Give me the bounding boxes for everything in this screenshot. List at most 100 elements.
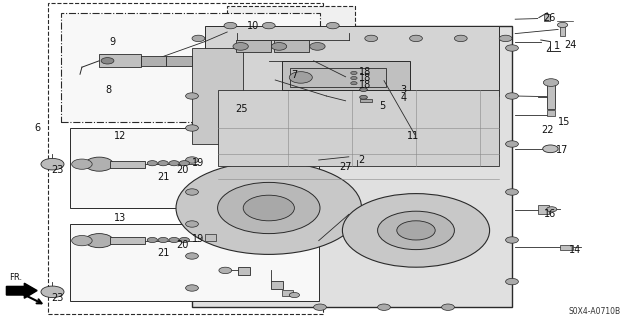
Circle shape bbox=[543, 145, 558, 153]
Bar bbox=[70, 224, 319, 301]
Circle shape bbox=[557, 22, 568, 28]
Bar bbox=[166, 56, 192, 66]
Bar bbox=[271, 281, 283, 289]
Text: 20: 20 bbox=[176, 240, 189, 251]
Circle shape bbox=[186, 125, 198, 131]
Bar bbox=[70, 128, 319, 208]
Text: 3: 3 bbox=[400, 85, 406, 95]
Circle shape bbox=[506, 189, 518, 195]
Circle shape bbox=[147, 237, 157, 243]
Circle shape bbox=[72, 159, 92, 169]
Circle shape bbox=[351, 71, 357, 75]
Bar bbox=[192, 26, 512, 307]
Circle shape bbox=[158, 161, 168, 166]
Circle shape bbox=[186, 253, 198, 259]
Text: 12: 12 bbox=[114, 131, 127, 141]
Bar bbox=[227, 6, 355, 70]
Bar bbox=[192, 48, 243, 144]
Bar bbox=[61, 13, 320, 122]
Circle shape bbox=[158, 237, 168, 243]
Polygon shape bbox=[6, 283, 37, 298]
Bar bbox=[560, 245, 573, 250]
Bar bbox=[544, 14, 550, 21]
Text: 19: 19 bbox=[192, 158, 205, 168]
Bar bbox=[560, 26, 565, 36]
Circle shape bbox=[351, 76, 357, 80]
Circle shape bbox=[271, 43, 287, 50]
Text: 20: 20 bbox=[176, 164, 189, 175]
Text: 16: 16 bbox=[544, 209, 557, 220]
Text: 23: 23 bbox=[51, 293, 64, 303]
Bar bbox=[236, 40, 271, 52]
Text: 18: 18 bbox=[358, 67, 371, 77]
Circle shape bbox=[506, 278, 518, 285]
Circle shape bbox=[314, 304, 326, 310]
Circle shape bbox=[360, 95, 367, 99]
Circle shape bbox=[397, 221, 435, 240]
Text: 22: 22 bbox=[541, 124, 554, 135]
Text: 5: 5 bbox=[380, 100, 386, 111]
Circle shape bbox=[378, 211, 454, 250]
Circle shape bbox=[342, 194, 490, 267]
Bar bbox=[141, 56, 166, 66]
Bar bbox=[547, 110, 555, 116]
Bar bbox=[274, 40, 309, 52]
Circle shape bbox=[169, 237, 179, 243]
Circle shape bbox=[179, 161, 189, 166]
Circle shape bbox=[243, 195, 294, 221]
Circle shape bbox=[147, 161, 157, 166]
Circle shape bbox=[499, 35, 512, 42]
Circle shape bbox=[506, 237, 518, 243]
Bar bbox=[205, 234, 216, 241]
Text: 2: 2 bbox=[358, 155, 365, 165]
Circle shape bbox=[360, 88, 367, 92]
Circle shape bbox=[351, 82, 357, 85]
Bar bbox=[110, 161, 145, 168]
Bar bbox=[282, 290, 293, 296]
Circle shape bbox=[289, 72, 312, 83]
Text: 15: 15 bbox=[558, 117, 571, 127]
Circle shape bbox=[547, 207, 557, 212]
Text: 1: 1 bbox=[554, 41, 560, 52]
Circle shape bbox=[289, 292, 300, 298]
Text: 9: 9 bbox=[109, 36, 115, 47]
Circle shape bbox=[218, 182, 320, 234]
Bar bbox=[360, 99, 372, 102]
Circle shape bbox=[506, 45, 518, 51]
Text: 13: 13 bbox=[114, 213, 127, 223]
Circle shape bbox=[186, 157, 198, 163]
Circle shape bbox=[262, 22, 275, 29]
Circle shape bbox=[176, 162, 362, 254]
Circle shape bbox=[219, 267, 232, 274]
Circle shape bbox=[410, 35, 422, 42]
Circle shape bbox=[101, 58, 114, 64]
Circle shape bbox=[85, 157, 113, 171]
Bar bbox=[48, 3, 323, 314]
Circle shape bbox=[454, 35, 467, 42]
Bar bbox=[99, 54, 141, 67]
Circle shape bbox=[378, 304, 390, 310]
Bar bbox=[238, 267, 250, 275]
Text: 18: 18 bbox=[358, 80, 371, 90]
Text: 19: 19 bbox=[192, 234, 205, 244]
Circle shape bbox=[186, 221, 198, 227]
Text: 14: 14 bbox=[568, 244, 581, 255]
Text: 21: 21 bbox=[157, 248, 170, 258]
Text: 23: 23 bbox=[51, 165, 64, 175]
Circle shape bbox=[506, 141, 518, 147]
Text: 10: 10 bbox=[246, 20, 259, 31]
Circle shape bbox=[233, 43, 248, 50]
Bar bbox=[205, 26, 499, 96]
Circle shape bbox=[85, 234, 113, 248]
Circle shape bbox=[365, 35, 378, 42]
Text: 24: 24 bbox=[564, 40, 577, 51]
Bar bbox=[110, 237, 145, 244]
Text: 25: 25 bbox=[236, 104, 248, 115]
Bar bbox=[218, 90, 499, 166]
Bar bbox=[547, 85, 555, 109]
Circle shape bbox=[186, 189, 198, 195]
Circle shape bbox=[169, 161, 179, 166]
Circle shape bbox=[41, 158, 64, 170]
Text: 4: 4 bbox=[400, 92, 406, 103]
Bar bbox=[538, 205, 549, 214]
